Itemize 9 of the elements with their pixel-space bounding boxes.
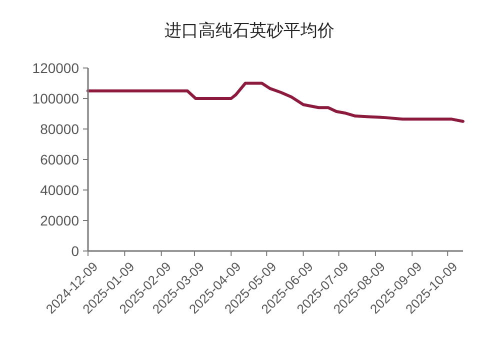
y-tick-label: 20000 xyxy=(40,212,80,228)
y-tick-label: 120000 xyxy=(32,60,80,76)
chart-title: 进口高纯石英砂平均价 xyxy=(164,21,334,40)
y-tick-label: 0 xyxy=(71,242,80,259)
line-series xyxy=(86,82,464,123)
y-tick-label: 100000 xyxy=(32,90,80,106)
y-tick-label: 60000 xyxy=(40,151,80,168)
y-tick-label: 80000 xyxy=(40,120,80,137)
y-tick-label: 40000 xyxy=(40,182,80,198)
